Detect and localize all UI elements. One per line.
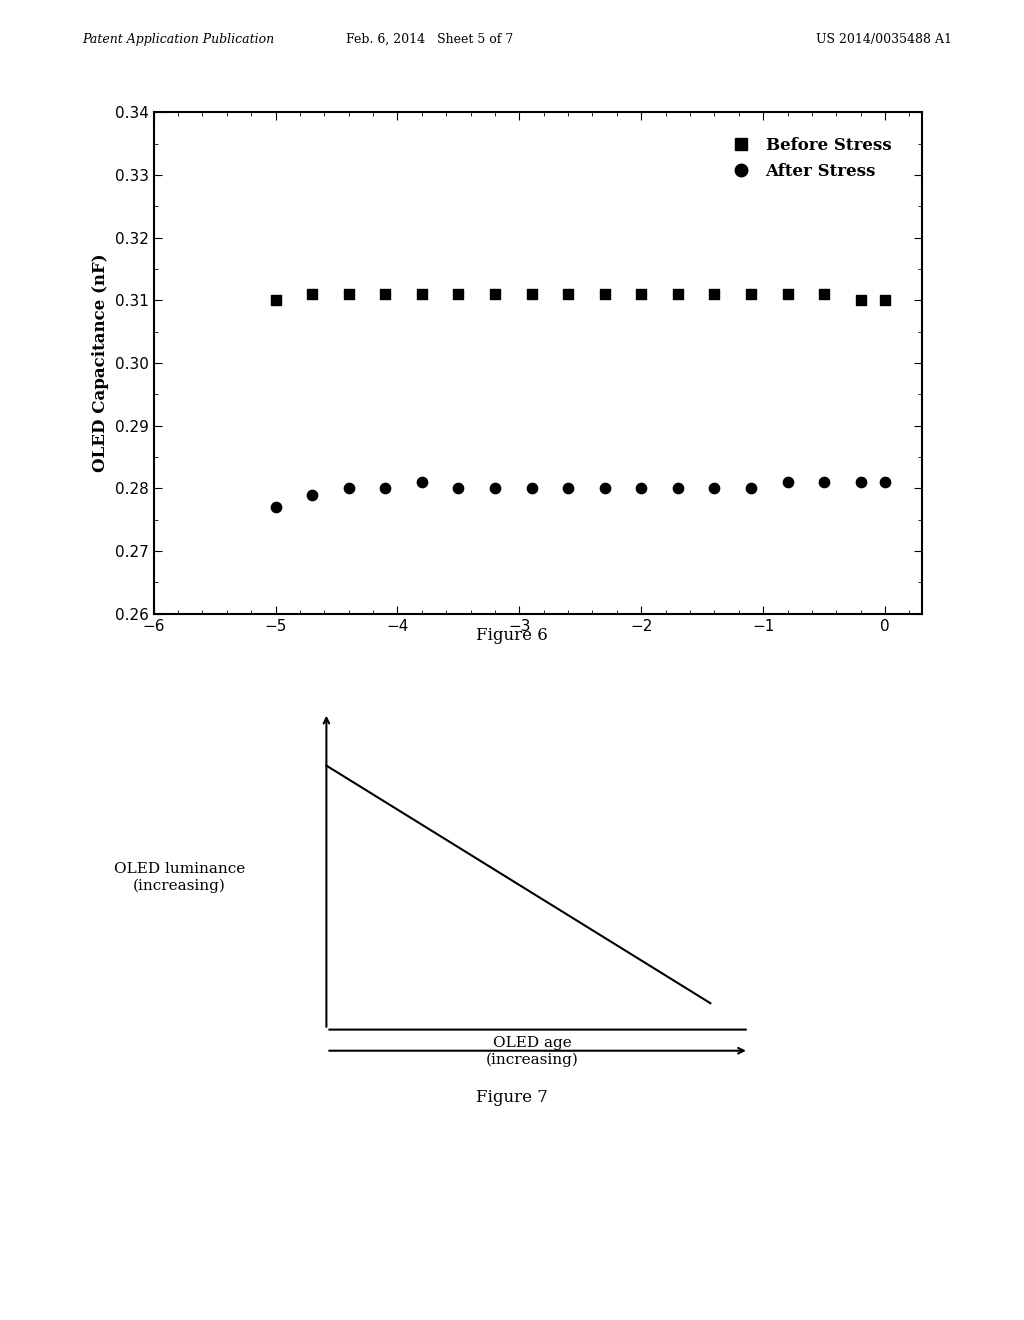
Text: Feb. 6, 2014   Sheet 5 of 7: Feb. 6, 2014 Sheet 5 of 7	[346, 33, 514, 46]
Point	[267, 290, 284, 312]
Point	[633, 478, 649, 499]
Point	[670, 284, 686, 305]
Point	[742, 284, 759, 305]
Point	[670, 478, 686, 499]
Text: OLED luminance
(increasing): OLED luminance (increasing)	[114, 862, 245, 894]
Point	[377, 478, 393, 499]
Point	[304, 484, 321, 506]
Point	[707, 284, 723, 305]
Text: Figure 7: Figure 7	[476, 1089, 548, 1106]
Point	[877, 471, 893, 492]
Point	[414, 471, 430, 492]
Point	[414, 284, 430, 305]
Point	[340, 284, 356, 305]
Point	[779, 471, 796, 492]
Point	[486, 284, 503, 305]
Point	[523, 478, 540, 499]
Point	[816, 471, 833, 492]
Point	[596, 284, 612, 305]
Point	[560, 478, 577, 499]
Point	[304, 284, 321, 305]
Text: Patent Application Publication: Patent Application Publication	[82, 33, 274, 46]
Point	[340, 478, 356, 499]
Point	[451, 478, 467, 499]
Point	[451, 284, 467, 305]
Point	[852, 290, 868, 312]
Point	[877, 290, 893, 312]
Point	[707, 478, 723, 499]
Point	[742, 478, 759, 499]
Text: Figure 6: Figure 6	[476, 627, 548, 644]
Legend: Before Stress, After Stress: Before Stress, After Stress	[717, 131, 898, 186]
Point	[267, 496, 284, 517]
Text: OLED age
(increasing): OLED age (increasing)	[486, 1036, 579, 1067]
Point	[816, 284, 833, 305]
Point	[560, 284, 577, 305]
Text: US 2014/0035488 A1: US 2014/0035488 A1	[816, 33, 952, 46]
Y-axis label: OLED Capacitance (nF): OLED Capacitance (nF)	[92, 253, 110, 473]
Point	[523, 284, 540, 305]
Point	[377, 284, 393, 305]
Point	[633, 284, 649, 305]
Point	[852, 471, 868, 492]
Point	[779, 284, 796, 305]
Point	[596, 478, 612, 499]
Point	[486, 478, 503, 499]
